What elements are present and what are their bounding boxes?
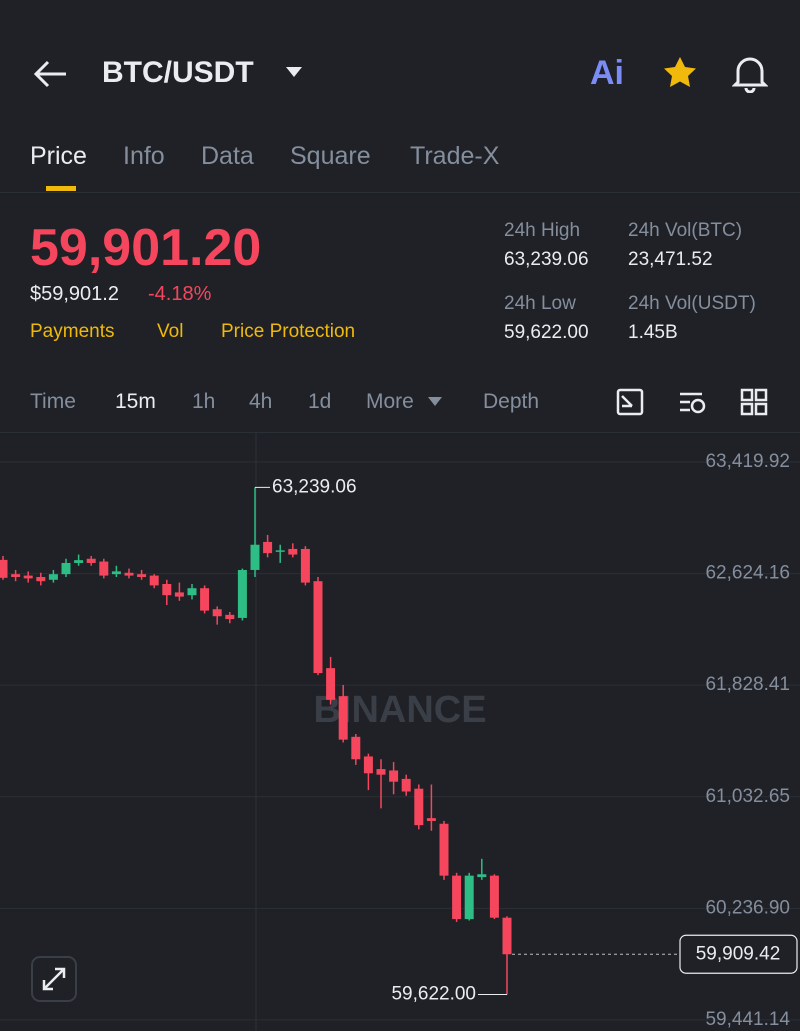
back-button[interactable] bbox=[32, 58, 68, 90]
favorite-star[interactable] bbox=[662, 55, 698, 91]
y-tick-label: 62,624.16 bbox=[705, 563, 790, 584]
candle-body bbox=[250, 544, 260, 570]
candle-body bbox=[288, 548, 298, 555]
divider bbox=[0, 192, 800, 193]
candle-body bbox=[477, 874, 487, 878]
candle-body bbox=[489, 875, 499, 918]
candle-body bbox=[225, 614, 235, 620]
candle-body bbox=[111, 571, 121, 575]
tab[interactable]: Info bbox=[123, 142, 165, 170]
stat-label: 24h Vol(USDT) bbox=[628, 293, 756, 314]
y-tick-label: 61,032.65 bbox=[705, 786, 790, 807]
candle-body bbox=[338, 696, 348, 740]
candle-body bbox=[137, 574, 147, 577]
interval[interactable]: 15m bbox=[115, 390, 156, 413]
candle-body bbox=[61, 562, 71, 575]
candle-body bbox=[464, 875, 474, 920]
link[interactable]: Vol bbox=[157, 321, 184, 342]
candle-body bbox=[11, 574, 21, 577]
tab-indicator bbox=[46, 186, 76, 191]
candle-body bbox=[149, 575, 159, 586]
annotation-label: 59,622.00 bbox=[391, 984, 476, 1005]
candle-body bbox=[36, 576, 46, 582]
candle-body bbox=[363, 756, 373, 774]
interval[interactable]: Time bbox=[30, 390, 76, 413]
y-tick-label: 60,236.90 bbox=[705, 897, 790, 918]
candle-body bbox=[74, 560, 84, 563]
usd-price: $59,901.2 bbox=[30, 283, 119, 305]
y-tick-label: 59,441.14 bbox=[705, 1009, 790, 1030]
interval[interactable]: 1h bbox=[192, 390, 216, 413]
last-price: 59,901.20 bbox=[30, 219, 262, 277]
candle-body bbox=[237, 569, 247, 618]
candle-body bbox=[212, 609, 222, 617]
candle-body bbox=[200, 588, 210, 611]
stat-value: 59,622.00 bbox=[504, 322, 589, 343]
candle-body bbox=[48, 574, 58, 580]
candle-body bbox=[351, 736, 361, 760]
interval[interactable]: More bbox=[366, 390, 414, 413]
y-tick-label: 63,419.92 bbox=[705, 451, 790, 472]
candle-body bbox=[414, 788, 424, 826]
candle-body bbox=[313, 581, 323, 674]
interval[interactable]: 4h bbox=[249, 390, 273, 413]
candle-body bbox=[263, 541, 273, 554]
chart-tools[interactable] bbox=[616, 388, 772, 418]
tab[interactable]: Square bbox=[290, 142, 371, 170]
candle-body bbox=[187, 588, 197, 596]
stat-label: 24h Vol(BTC) bbox=[628, 220, 743, 241]
fullscreen-button[interactable] bbox=[31, 956, 77, 1002]
candle-body bbox=[439, 823, 449, 876]
alert-bell[interactable] bbox=[732, 55, 768, 93]
pair-title[interactable]: BTC/USDT bbox=[102, 56, 254, 89]
stat-label: 24h High bbox=[504, 220, 581, 241]
stat-value: 23,471.52 bbox=[628, 249, 713, 270]
last-price-label: 59,909.42 bbox=[696, 943, 781, 964]
candle-body bbox=[275, 550, 285, 552]
link[interactable]: Price Protection bbox=[221, 321, 356, 342]
stat-value: 63,239.06 bbox=[504, 249, 589, 270]
candle-body bbox=[452, 875, 462, 920]
candle-body bbox=[401, 778, 411, 792]
interval[interactable]: Depth bbox=[483, 390, 540, 413]
stat-value: 1.45B bbox=[628, 322, 678, 343]
candle-body bbox=[502, 917, 512, 955]
annotation-label: 63,239.06 bbox=[272, 476, 357, 497]
candle-body bbox=[174, 592, 184, 597]
tab[interactable]: Data bbox=[201, 142, 254, 170]
tab[interactable]: Price bbox=[30, 142, 87, 170]
pair-dropdown[interactable] bbox=[285, 66, 303, 78]
more-caret bbox=[428, 397, 442, 406]
candle-body bbox=[0, 559, 8, 578]
candle-body bbox=[162, 583, 172, 596]
ai-button[interactable]: Ai bbox=[590, 54, 624, 92]
tab[interactable]: Trade-X bbox=[410, 142, 500, 170]
candle-body bbox=[376, 769, 386, 775]
candle-body bbox=[389, 770, 399, 782]
link[interactable]: Payments bbox=[30, 321, 115, 342]
last-price-box bbox=[679, 934, 798, 974]
candle-body bbox=[326, 668, 336, 700]
y-tick-label: 61,828.41 bbox=[705, 674, 790, 695]
candle-body bbox=[86, 558, 96, 563]
candle-body bbox=[300, 548, 310, 583]
candle-body bbox=[99, 561, 109, 576]
candle-body bbox=[426, 818, 436, 821]
price-change: -4.18% bbox=[148, 283, 212, 305]
interval[interactable]: 1d bbox=[308, 390, 332, 413]
candle-body bbox=[124, 572, 134, 576]
divider bbox=[0, 432, 800, 433]
candle-body bbox=[23, 575, 33, 579]
stat-label: 24h Low bbox=[504, 293, 576, 314]
